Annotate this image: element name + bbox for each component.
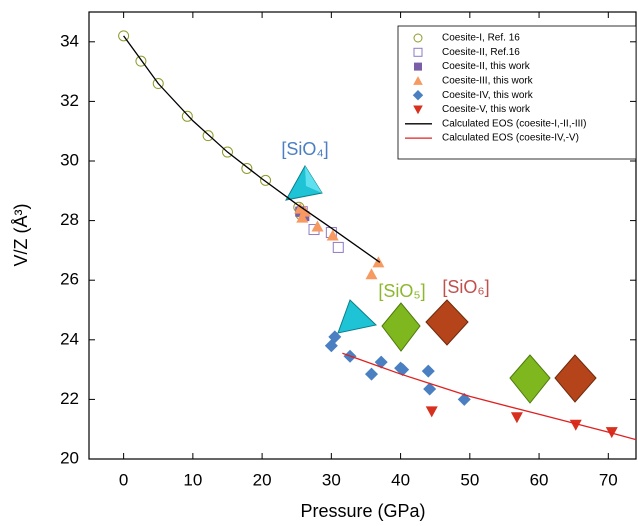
- x-tick-label: 0: [119, 470, 128, 489]
- data-point: [260, 174, 272, 186]
- annotation: [SiO₆]: [442, 277, 489, 297]
- data-point: [299, 205, 312, 217]
- legend-label: Coesite-II, Ref.16: [442, 47, 520, 58]
- data-point: [221, 146, 233, 158]
- legend-label: Coesite-I, Ref. 16: [442, 33, 520, 44]
- y-tick-label: 32: [60, 91, 79, 110]
- y-tick-label: 22: [60, 389, 79, 408]
- data-point: [311, 220, 324, 232]
- legend-swatch: [413, 105, 423, 115]
- octahedron-icon: [425, 299, 469, 346]
- y-tick-label: 26: [60, 270, 79, 289]
- y-tick-label: 24: [60, 329, 79, 348]
- octahedron-icon: [554, 354, 597, 403]
- x-tick-label: 10: [183, 470, 202, 489]
- data-point: [326, 229, 339, 241]
- data-point: [396, 363, 410, 377]
- annotation: [SiO₅]: [378, 281, 425, 301]
- data-point: [423, 382, 437, 396]
- eos-line: [123, 35, 381, 263]
- x-tick-label: 40: [391, 470, 410, 489]
- data-point: [202, 130, 214, 142]
- data-point: [421, 364, 435, 378]
- legend-swatch: [412, 90, 424, 101]
- x-tick-label: 60: [530, 470, 549, 489]
- data-point: [181, 110, 193, 122]
- legend-swatch: [413, 33, 423, 43]
- data-point: [296, 211, 309, 223]
- tetrahedron-icon: [305, 166, 322, 193]
- data-point: [328, 330, 342, 344]
- legend-label: Coesite-IV, this work: [442, 90, 534, 101]
- data-point: [241, 162, 253, 174]
- data-point: [365, 268, 378, 280]
- legend-label: Calculated EOS (coesite-IV,-V): [442, 133, 579, 144]
- legend-swatch: [414, 62, 422, 71]
- legend-swatch: [413, 47, 423, 57]
- data-point: [135, 55, 147, 67]
- legend-label: Coesite-III, this work: [442, 76, 534, 87]
- legend-swatch: [413, 76, 423, 85]
- y-tick-label: 30: [60, 150, 79, 169]
- x-tick-label: 50: [460, 470, 479, 489]
- x-tick-label: 30: [322, 470, 341, 489]
- data-point: [510, 412, 523, 424]
- x-tick-label: 70: [599, 470, 618, 489]
- data-point: [425, 406, 438, 418]
- legend-label: Coesite-V, this work: [442, 104, 531, 115]
- tetrahedron-icon: [285, 165, 323, 201]
- legend-box: [397, 25, 637, 160]
- data-point: [152, 78, 164, 90]
- bipyramid-icon: [509, 354, 551, 404]
- data-point: [118, 30, 130, 42]
- x-tick-label: 20: [253, 470, 272, 489]
- legend-label: Coesite-II, this work: [442, 61, 531, 72]
- y-axis-title: V/Z (Å³): [11, 204, 31, 267]
- bipyramid-icon: [381, 302, 421, 352]
- eos-line: [342, 352, 637, 441]
- y-tick-label: 20: [60, 448, 79, 467]
- x-axis-title: Pressure (GPa): [300, 501, 425, 521]
- annotation: [SiO₄]: [281, 139, 328, 159]
- plot-frame: [88, 11, 637, 460]
- data-point: [365, 367, 379, 381]
- y-tick-label: 34: [60, 31, 79, 50]
- tetrahedron-icon: [337, 299, 378, 334]
- legend-label: Calculated EOS (coesite-I,-II,-III): [442, 118, 587, 129]
- polyhedra: [285, 165, 597, 404]
- y-tick-label: 28: [60, 210, 79, 229]
- data-point: [332, 241, 344, 253]
